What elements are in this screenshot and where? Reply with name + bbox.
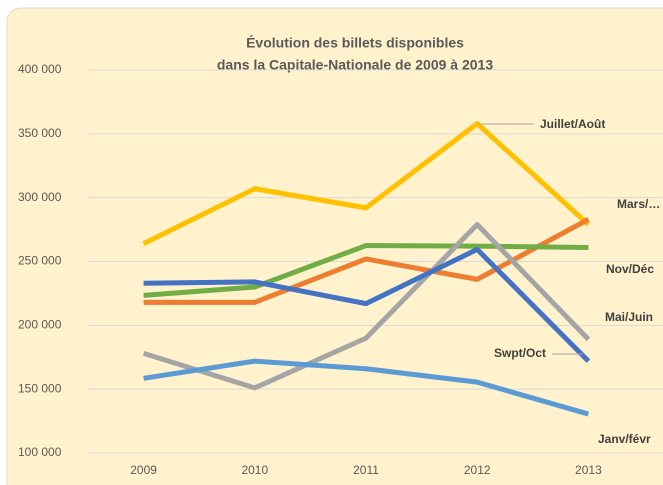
series-line — [143, 358, 590, 417]
x-tick-label: 2012 — [464, 463, 491, 477]
series-label: Swpt/Oct — [494, 346, 546, 360]
x-tick-label: 2013 — [575, 463, 602, 477]
y-tick-label: 250 000 — [18, 254, 62, 268]
y-tick-label: 300 000 — [18, 190, 62, 204]
series-line — [143, 246, 591, 363]
x-tick-label: 2009 — [130, 463, 157, 477]
chart-subtitle: dans la Capitale-Nationale de 2009 à 201… — [217, 57, 493, 73]
y-tick-label: 100 000 — [18, 445, 62, 459]
series-label: Nov/Déc — [606, 262, 654, 276]
y-tick-label: 200 000 — [18, 318, 62, 332]
chart-background — [6, 7, 663, 485]
y-tick-label: 400 000 — [18, 62, 62, 76]
series-label: Mai/Juin — [605, 310, 653, 324]
chart-title: Évolution des billets disponibles — [246, 35, 464, 51]
x-tick-label: 2010 — [241, 463, 268, 477]
series-label: Mars/… — [617, 197, 660, 211]
series-label: Janv/févr — [598, 432, 651, 446]
series-label: Juillet/Août — [540, 117, 605, 131]
y-tick-label: 350 000 — [18, 126, 62, 140]
series-line — [142, 121, 591, 246]
y-tick-label: 150 000 — [18, 381, 62, 395]
series-line — [143, 243, 589, 298]
x-tick-label: 2011 — [353, 463, 379, 477]
series-line — [142, 221, 591, 391]
